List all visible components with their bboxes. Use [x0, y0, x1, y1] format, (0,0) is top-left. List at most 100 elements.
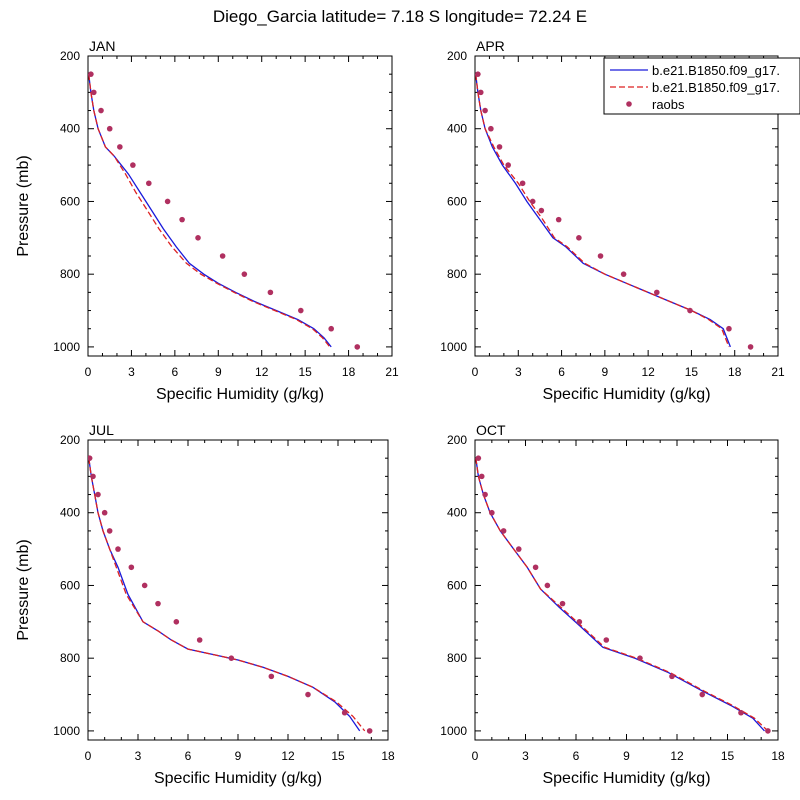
raobs-point [529, 198, 536, 205]
raobs-point [603, 637, 610, 643]
y-tick-label: 600 [60, 578, 80, 592]
x-axis-label: Specific Humidity (g/kg) [154, 770, 322, 787]
raobs-point [482, 107, 488, 114]
raobs-point [88, 455, 93, 461]
raobs-point [228, 655, 235, 661]
x-tick-label: 12 [255, 365, 269, 379]
raobs-point [747, 344, 754, 350]
x-tick-label: 18 [381, 749, 395, 763]
x-tick-label: 15 [685, 365, 699, 379]
raobs-point [241, 271, 248, 277]
raobs-point [106, 528, 113, 534]
x-axis-label: Specific Humidity (g/kg) [542, 386, 710, 403]
series-group-oct [475, 455, 771, 734]
series-group-jan [88, 71, 361, 350]
y-tick-label: 1000 [440, 340, 467, 354]
raobs-point [341, 709, 348, 716]
raobs-point [576, 619, 583, 625]
x-tick-label: 6 [185, 749, 192, 763]
raobs-point [496, 144, 503, 150]
panel-title-apr: APR [476, 38, 505, 54]
x-tick-label: 9 [235, 749, 242, 763]
panel-title-oct: OCT [476, 422, 506, 438]
x-tick-label: 12 [670, 749, 684, 763]
raobs-point [738, 709, 744, 716]
raobs-point [268, 673, 275, 680]
plot-frame-apr [474, 55, 779, 357]
panel-jan: JAN 0 3 6 9 12 15 18 21 200 400 600 800 1000 Specific … [15, 38, 399, 403]
panel-title-jan: JAN [89, 38, 115, 54]
y-tick-label: 600 [447, 194, 467, 208]
x-tick-label: 6 [172, 365, 179, 379]
raobs-point [98, 107, 104, 114]
raobs-point [195, 235, 201, 241]
series-group-apr [475, 71, 754, 350]
model2-line [88, 458, 366, 732]
x-tick-label: 9 [623, 749, 630, 763]
raobs-point [179, 216, 185, 223]
raobs-point [532, 564, 539, 571]
raobs-point [88, 71, 94, 77]
legend-swatch-raobs [626, 101, 632, 107]
x-tick-label: 9 [215, 365, 222, 379]
raobs-point [478, 473, 485, 480]
raobs-point [328, 325, 335, 332]
y-tick-label: 800 [447, 651, 467, 665]
raobs-point [687, 307, 693, 314]
panel-oct: OCT 0 3 6 9 12 15 18 200 400 600 800 1000 Specific Hu… [440, 422, 785, 787]
y-axis-label: Pressure (mb) [15, 539, 32, 640]
y-tick-label: 800 [60, 267, 80, 281]
raobs-point [559, 600, 566, 607]
plot-frame-jan [87, 55, 393, 357]
raobs-point [726, 325, 732, 332]
raobs-point [765, 728, 771, 734]
y-axis-label: Pressure (mb) [15, 155, 32, 256]
x-axis-label: Specific Humidity (g/kg) [156, 386, 324, 403]
y-tick-label: 600 [60, 194, 80, 208]
raobs-point [298, 307, 304, 314]
panel-title-jul: JUL [89, 422, 114, 438]
raobs-point [477, 89, 484, 96]
legend: b.e21.B1850.f09_g17. b.e21.B1850.f09_g17.… [603, 57, 800, 115]
raobs-point [354, 344, 361, 350]
x-tick-label: 21 [385, 365, 399, 379]
x-tick-label: 18 [728, 365, 742, 379]
raobs-point [117, 144, 123, 150]
x-tick-label: 3 [522, 749, 529, 763]
x-tick-label: 18 [771, 749, 785, 763]
x-tick-label: 12 [281, 749, 295, 763]
x-tick-label: 0 [472, 749, 479, 763]
y-tick-label: 200 [447, 49, 467, 63]
raobs-point [489, 509, 495, 516]
x-tick-label: 0 [85, 749, 92, 763]
y-tick-label: 1000 [53, 340, 80, 354]
raobs-point [699, 691, 706, 698]
raobs-point [654, 289, 660, 296]
raobs-point [173, 619, 180, 625]
raobs-point [366, 728, 373, 734]
x-tick-label: 9 [602, 365, 609, 379]
panel-jul: JUL 0 3 6 9 12 15 18 200 400 600 800 1000 Specific Hu… [15, 422, 395, 787]
raobs-point [576, 235, 582, 241]
raobs-point [90, 89, 97, 96]
y-tick-label: 800 [447, 267, 467, 281]
panel-apr: APR 0 3 6 9 12 15 18 21 200 400 600 800 1000 Specific … [440, 38, 785, 403]
y-tick-label: 200 [60, 433, 80, 447]
x-tick-label: 3 [135, 749, 142, 763]
raobs-point [597, 253, 604, 259]
x-tick-label: 0 [472, 365, 479, 379]
raobs-point [128, 564, 135, 571]
model2-line [88, 74, 331, 348]
y-tick-label: 400 [60, 122, 80, 136]
raobs-point [475, 455, 482, 461]
raobs-point [196, 637, 203, 643]
raobs-point [669, 673, 675, 680]
y-tick-label: 400 [60, 506, 80, 520]
y-tick-label: 600 [447, 578, 467, 592]
legend-label: b.e21.B1850.f09_g17. [652, 63, 780, 78]
raobs-point [305, 691, 311, 698]
raobs-point [267, 289, 274, 296]
x-tick-label: 18 [342, 365, 356, 379]
raobs-point [155, 600, 161, 607]
y-tick-label: 1000 [53, 724, 80, 738]
